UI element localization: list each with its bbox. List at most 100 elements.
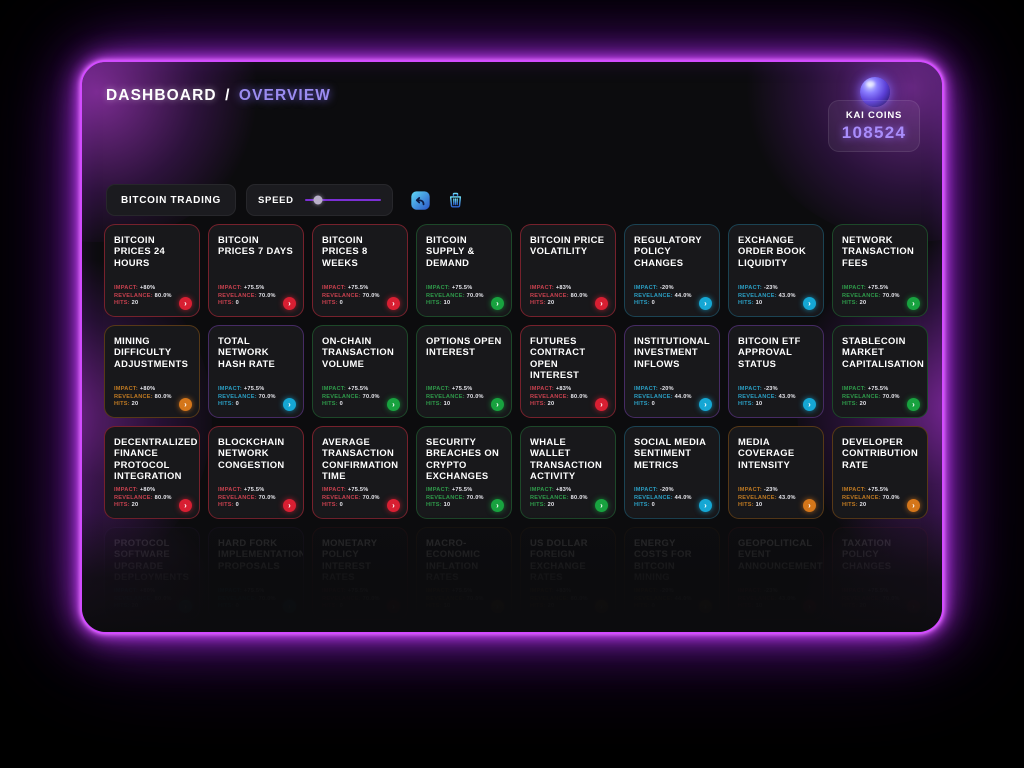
metric-card-title: NETWORK TRANSACTION FEES [842, 234, 915, 268]
revelance-value: 70.0% [362, 494, 380, 501]
impact-label-row: IMPACT: +80% [114, 285, 172, 293]
metric-card[interactable]: TOTAL NETWORK HASH RATE IMPACT: +75.5% REV… [208, 325, 304, 418]
chevron-right-icon[interactable]: › [699, 600, 712, 613]
metric-card[interactable]: OPTIONS OPEN INTEREST IMPACT: +75.5% REVEL… [416, 325, 512, 418]
hits-value: 10 [755, 300, 763, 307]
metric-card-title: ENERGY COSTS FOR BITCOIN MINING [634, 537, 692, 583]
metric-card[interactable]: SOCIAL MEDIA SENTIMENT METRICS IMPACT: -2… [624, 426, 720, 519]
chevron-right-icon[interactable]: › [699, 398, 712, 411]
chevron-right-icon[interactable]: › [283, 398, 296, 411]
breadcrumb-item-dashboard[interactable]: DASHBOARD [106, 87, 217, 104]
chevron-right-icon[interactable]: › [595, 398, 608, 411]
metric-card[interactable]: WHALE WALLET TRANSACTION ACTIVITY IMPACT:… [520, 426, 616, 519]
metric-card[interactable]: BITCOIN PRICES 7 DAYS IMPACT: +75.5% REVEL… [208, 224, 304, 317]
metric-card[interactable]: STABLECOIN MARKET CAPITALISATION IMPACT: … [832, 325, 928, 418]
chevron-right-icon[interactable]: › [387, 398, 400, 411]
metric-card[interactable]: INSTITUTIONAL INVESTMENT INFLOWS IMPACT: … [624, 325, 720, 418]
dashboard-frame: DASHBOARD / OVERVIEW KAI COINS 108524 BI… [80, 60, 944, 634]
speed-slider-thumb[interactable] [313, 195, 323, 205]
chevron-right-icon[interactable]: › [699, 499, 712, 512]
chevron-right-icon[interactable]: › [907, 398, 920, 411]
chevron-right-icon[interactable]: › [179, 600, 192, 613]
impact-label-row: IMPACT: +80% [114, 588, 172, 596]
metric-card[interactable]: MONETARY POLICY INTEREST RATES IMPACT: +7… [312, 527, 408, 620]
chevron-right-icon[interactable]: › [491, 600, 504, 613]
revelance-value: 80.0% [154, 292, 172, 299]
chevron-right-icon[interactable]: › [179, 398, 192, 411]
metric-card[interactable]: US DOLLAR FOREIGN EXCHANGE RATES IMPACT: … [520, 527, 616, 620]
metric-card[interactable]: NETWORK TRANSACTION FEES IMPACT: +75.5% RE… [832, 224, 928, 317]
chevron-right-icon[interactable]: › [907, 600, 920, 613]
chevron-right-icon[interactable]: › [491, 398, 504, 411]
topic-selector[interactable]: BITCOIN TRADING [106, 184, 236, 216]
trash-icon[interactable] [444, 189, 466, 211]
metric-card-title: DEVELOPER CONTRIBUTION RATE [842, 436, 919, 470]
metric-card[interactable]: BITCOIN SUPPLY & DEMAND IMPACT: +75.5% REV… [416, 224, 512, 317]
chevron-right-icon[interactable]: › [803, 297, 816, 310]
hits-label-row: HITS: 10 [738, 300, 796, 308]
chevron-right-icon[interactable]: › [803, 398, 816, 411]
chevron-right-icon[interactable]: › [907, 499, 920, 512]
metric-card[interactable]: ON-CHAIN TRANSACTION VOLUME IMPACT: +75.5… [312, 325, 408, 418]
metric-card[interactable]: BLOCKCHAIN NETWORK CONGESTION IMPACT: +75… [208, 426, 304, 519]
metric-card[interactable]: REGULATORY POLICY CHANGES IMPACT: -20% REV… [624, 224, 720, 317]
hits-label: HITS: [322, 401, 340, 408]
metric-card[interactable]: ENERGY COSTS FOR BITCOIN MINING IMPACT: -… [624, 527, 720, 620]
chevron-right-icon[interactable]: › [387, 600, 400, 613]
chevron-right-icon[interactable]: › [595, 297, 608, 310]
chevron-right-icon[interactable]: › [907, 297, 920, 310]
chevron-right-icon[interactable]: › [803, 499, 816, 512]
speed-control[interactable]: SPEED [246, 184, 393, 216]
metric-card[interactable]: BITCOIN ETF APPROVAL STATUS IMPACT: -23% R… [728, 325, 824, 418]
revelance-label-row: REVELANCE: 80.0% [530, 293, 588, 301]
chevron-right-icon[interactable]: › [179, 499, 192, 512]
chevron-right-icon[interactable]: › [595, 600, 608, 613]
hits-value: 0 [235, 300, 240, 307]
metric-card[interactable]: HARD FORK IMPLEMENTATION PROPOSALS IMPACT… [208, 527, 304, 620]
revelance-label: REVELANCE: [322, 494, 363, 501]
metric-card[interactable]: MACRO-ECONOMIC INFLATION RATES IMPACT: +7… [416, 527, 512, 620]
metric-card[interactable]: BITCOIN PRICES 8 WEEKS IMPACT: +75.5% REVE… [312, 224, 408, 317]
revelance-value: 70.0% [258, 595, 276, 602]
chevron-right-icon[interactable]: › [699, 297, 712, 310]
metric-card[interactable]: TAXATION POLICY CHANGES IMPACT: +75.5% REV… [832, 527, 928, 620]
metric-card[interactable]: MEDIA COVERAGE INTENSITY IMPACT: -23% REVE… [728, 426, 824, 519]
metric-card[interactable]: DEVELOPER CONTRIBUTION RATE IMPACT: +75.5… [832, 426, 928, 519]
hits-label: HITS: [530, 401, 548, 408]
impact-label-row: IMPACT: +75.5% [322, 285, 380, 293]
impact-label-row: IMPACT: -20% [634, 487, 692, 495]
undo-icon[interactable] [409, 189, 431, 211]
chevron-right-icon[interactable]: › [387, 297, 400, 310]
metric-card[interactable]: PROTOCOL SOFTWARE UPGRADE DEPLOYMENTS IMP… [104, 527, 200, 620]
chevron-right-icon[interactable]: › [491, 499, 504, 512]
metric-card[interactable]: MINING DIFFICULTY ADJUSTMENTS IMPACT: +80… [104, 325, 200, 418]
chevron-right-icon[interactable]: › [283, 499, 296, 512]
metric-card[interactable]: EXCHANGE ORDER BOOK LIQUIDITY IMPACT: -23… [728, 224, 824, 317]
chevron-right-icon[interactable]: › [179, 297, 192, 310]
metric-card[interactable]: BITCOIN PRICES 24 HOURS IMPACT: +80% REVEL… [104, 224, 200, 317]
chevron-right-icon[interactable]: › [283, 600, 296, 613]
breadcrumb-item-overview[interactable]: OVERVIEW [238, 87, 331, 104]
metric-card[interactable]: FUTURES CONTRACT OPEN INTEREST IMPACT: +8… [520, 325, 616, 418]
metric-card[interactable]: GEOPOLITICAL EVENT ANNOUNCEMENTS IMPACT: … [728, 527, 824, 620]
chevron-right-icon[interactable]: › [387, 499, 400, 512]
speed-slider-track[interactable] [304, 195, 381, 205]
revelance-value: 70.0% [258, 292, 276, 299]
chevron-right-icon[interactable]: › [595, 499, 608, 512]
hits-label: HITS: [426, 300, 444, 307]
chevron-right-icon[interactable]: › [491, 297, 504, 310]
chevron-right-icon[interactable]: › [803, 600, 816, 613]
hits-label: HITS: [634, 401, 652, 408]
impact-label: IMPACT: [218, 386, 244, 393]
metric-card-stats: IMPACT: +75.5% REVELANCE: 70.0% HITS: 0 [322, 386, 380, 409]
metric-card-stats: IMPACT: +75.5% REVELANCE: 70.0% HITS: 0 [218, 588, 276, 611]
impact-value: +75.5% [867, 487, 889, 494]
metric-card[interactable]: BITCOIN PRICE VOLATILITY IMPACT: +83% REVE… [520, 224, 616, 317]
metric-card[interactable]: SECURITY BREACHES ON CRYPTO EXCHANGES IMP… [416, 426, 512, 519]
impact-label: IMPACT: [738, 487, 764, 494]
metric-card[interactable]: AVERAGE TRANSACTION CONFIRMATION TIME IMP… [312, 426, 408, 519]
impact-value: -23% [763, 386, 778, 393]
impact-label-row: IMPACT: +80% [114, 487, 172, 495]
metric-card[interactable]: DECENTRALIZED FINANCE PROTOCOL INTEGRATI… [104, 426, 200, 519]
chevron-right-icon[interactable]: › [283, 297, 296, 310]
